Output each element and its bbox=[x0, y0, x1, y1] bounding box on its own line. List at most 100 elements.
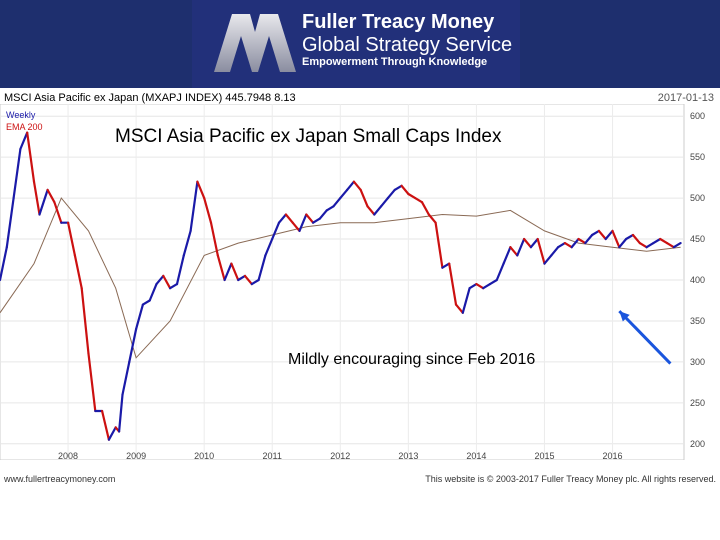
ema-layer bbox=[0, 197, 681, 359]
price-segment bbox=[305, 213, 315, 224]
price-segment bbox=[604, 229, 614, 241]
price-segment bbox=[209, 221, 219, 257]
brand-tagline: Empowerment Through Knowledge bbox=[302, 56, 488, 68]
price-segment bbox=[141, 299, 151, 306]
price-segment bbox=[230, 262, 240, 282]
price-segment bbox=[80, 287, 90, 355]
price-segment bbox=[441, 262, 451, 269]
price-segment bbox=[590, 229, 601, 237]
price-segment bbox=[434, 221, 444, 269]
price-segment bbox=[291, 221, 301, 233]
x-tick-label: 2010 bbox=[194, 451, 214, 460]
arrow-shaft bbox=[618, 310, 672, 365]
price-segment bbox=[117, 393, 124, 433]
price-segment bbox=[284, 213, 294, 224]
price-segment bbox=[631, 233, 641, 245]
price-segment bbox=[359, 188, 369, 208]
price-segment bbox=[5, 196, 15, 249]
y-tick-label: 350 bbox=[690, 316, 705, 326]
x-tick-label: 2009 bbox=[126, 451, 146, 460]
chart-title: MSCI Asia Pacific ex Japan Small Caps In… bbox=[115, 126, 502, 147]
price-segment bbox=[672, 242, 682, 249]
price-segment bbox=[169, 283, 179, 290]
price-segment bbox=[448, 262, 458, 306]
plot-area bbox=[0, 104, 685, 460]
price-segment bbox=[516, 237, 526, 257]
price-segment bbox=[468, 283, 478, 290]
price-segment bbox=[495, 262, 505, 282]
x-axis: 2008 2009 2010 2011 2012 2013 2014 2015 2016 bbox=[58, 451, 623, 460]
chart-header: MSCI Asia Pacific ex Japan (MXAPJ INDEX)… bbox=[4, 92, 296, 104]
price-segment bbox=[380, 196, 389, 208]
x-tick-label: 2008 bbox=[58, 451, 78, 460]
price-segment bbox=[66, 221, 77, 257]
price-segment bbox=[543, 254, 553, 265]
price-segment bbox=[325, 205, 335, 212]
price-segment bbox=[563, 242, 573, 249]
price-segment bbox=[550, 246, 560, 257]
footer-website[interactable]: www.fullertreacymoney.com bbox=[4, 474, 116, 484]
price-segment bbox=[393, 184, 403, 192]
price-segment bbox=[271, 221, 281, 241]
price-segment bbox=[522, 237, 533, 249]
price-segment bbox=[196, 180, 206, 200]
price-segment bbox=[407, 192, 417, 200]
price-segment bbox=[12, 147, 22, 200]
price-segment bbox=[427, 213, 437, 224]
price-segment bbox=[277, 213, 287, 224]
price-segment bbox=[584, 233, 594, 245]
y-tick-label: 450 bbox=[690, 234, 705, 244]
series-layer bbox=[0, 131, 682, 441]
brand-name: Fuller Treacy Money bbox=[302, 11, 495, 33]
price-segment bbox=[638, 242, 648, 249]
price-segment bbox=[223, 262, 233, 282]
price-segment bbox=[87, 352, 97, 413]
price-segment bbox=[665, 242, 675, 249]
logo-icon bbox=[214, 14, 296, 72]
price-segment bbox=[339, 188, 349, 200]
x-tick-label: 2015 bbox=[534, 451, 554, 460]
price-segment bbox=[502, 246, 512, 265]
price-segment bbox=[189, 180, 199, 233]
legend-ema: EMA 200 bbox=[6, 122, 43, 132]
x-tick-label: 2012 bbox=[330, 451, 350, 460]
price-segment bbox=[461, 287, 471, 314]
price-segment bbox=[536, 237, 546, 265]
price-segment bbox=[346, 180, 355, 192]
y-tick-label: 600 bbox=[690, 111, 705, 121]
price-segment bbox=[312, 217, 321, 224]
price-segment bbox=[611, 229, 621, 249]
price-segment bbox=[182, 229, 192, 257]
y-tick-label: 300 bbox=[690, 357, 705, 367]
price-segment bbox=[53, 201, 63, 224]
y-tick-label: 200 bbox=[690, 439, 705, 449]
price-segment bbox=[659, 237, 669, 245]
y-axis: 200 250 300 350 400 450 500 550 600 bbox=[690, 111, 705, 449]
chart-annotation: Mildly encouraging since Feb 2016 bbox=[288, 351, 535, 368]
price-segment bbox=[298, 213, 308, 233]
price-segment bbox=[366, 205, 376, 216]
price-segment bbox=[26, 131, 36, 183]
y-tick-label: 550 bbox=[690, 152, 705, 162]
price-segment bbox=[73, 254, 83, 290]
price-segment bbox=[128, 328, 138, 363]
price-segment bbox=[652, 237, 662, 245]
price-segment bbox=[529, 237, 539, 249]
x-tick-label: 2013 bbox=[398, 451, 418, 460]
price-segment bbox=[332, 196, 342, 208]
legend-weekly: Weekly bbox=[6, 110, 36, 120]
price-segment bbox=[454, 303, 464, 314]
price-segment bbox=[318, 209, 328, 220]
chart-date: 2017-01-13 bbox=[657, 92, 714, 104]
price-segment bbox=[175, 254, 185, 286]
price-segment bbox=[148, 283, 158, 302]
x-tick-label: 2014 bbox=[466, 451, 486, 460]
price-segment bbox=[509, 246, 519, 257]
price-segment bbox=[162, 274, 172, 290]
price-segment bbox=[250, 278, 260, 286]
x-tick-label: 2011 bbox=[263, 451, 282, 460]
price-segment bbox=[618, 237, 628, 249]
price-segment bbox=[203, 196, 213, 224]
price-segment bbox=[352, 180, 362, 192]
ema-line bbox=[0, 197, 681, 359]
